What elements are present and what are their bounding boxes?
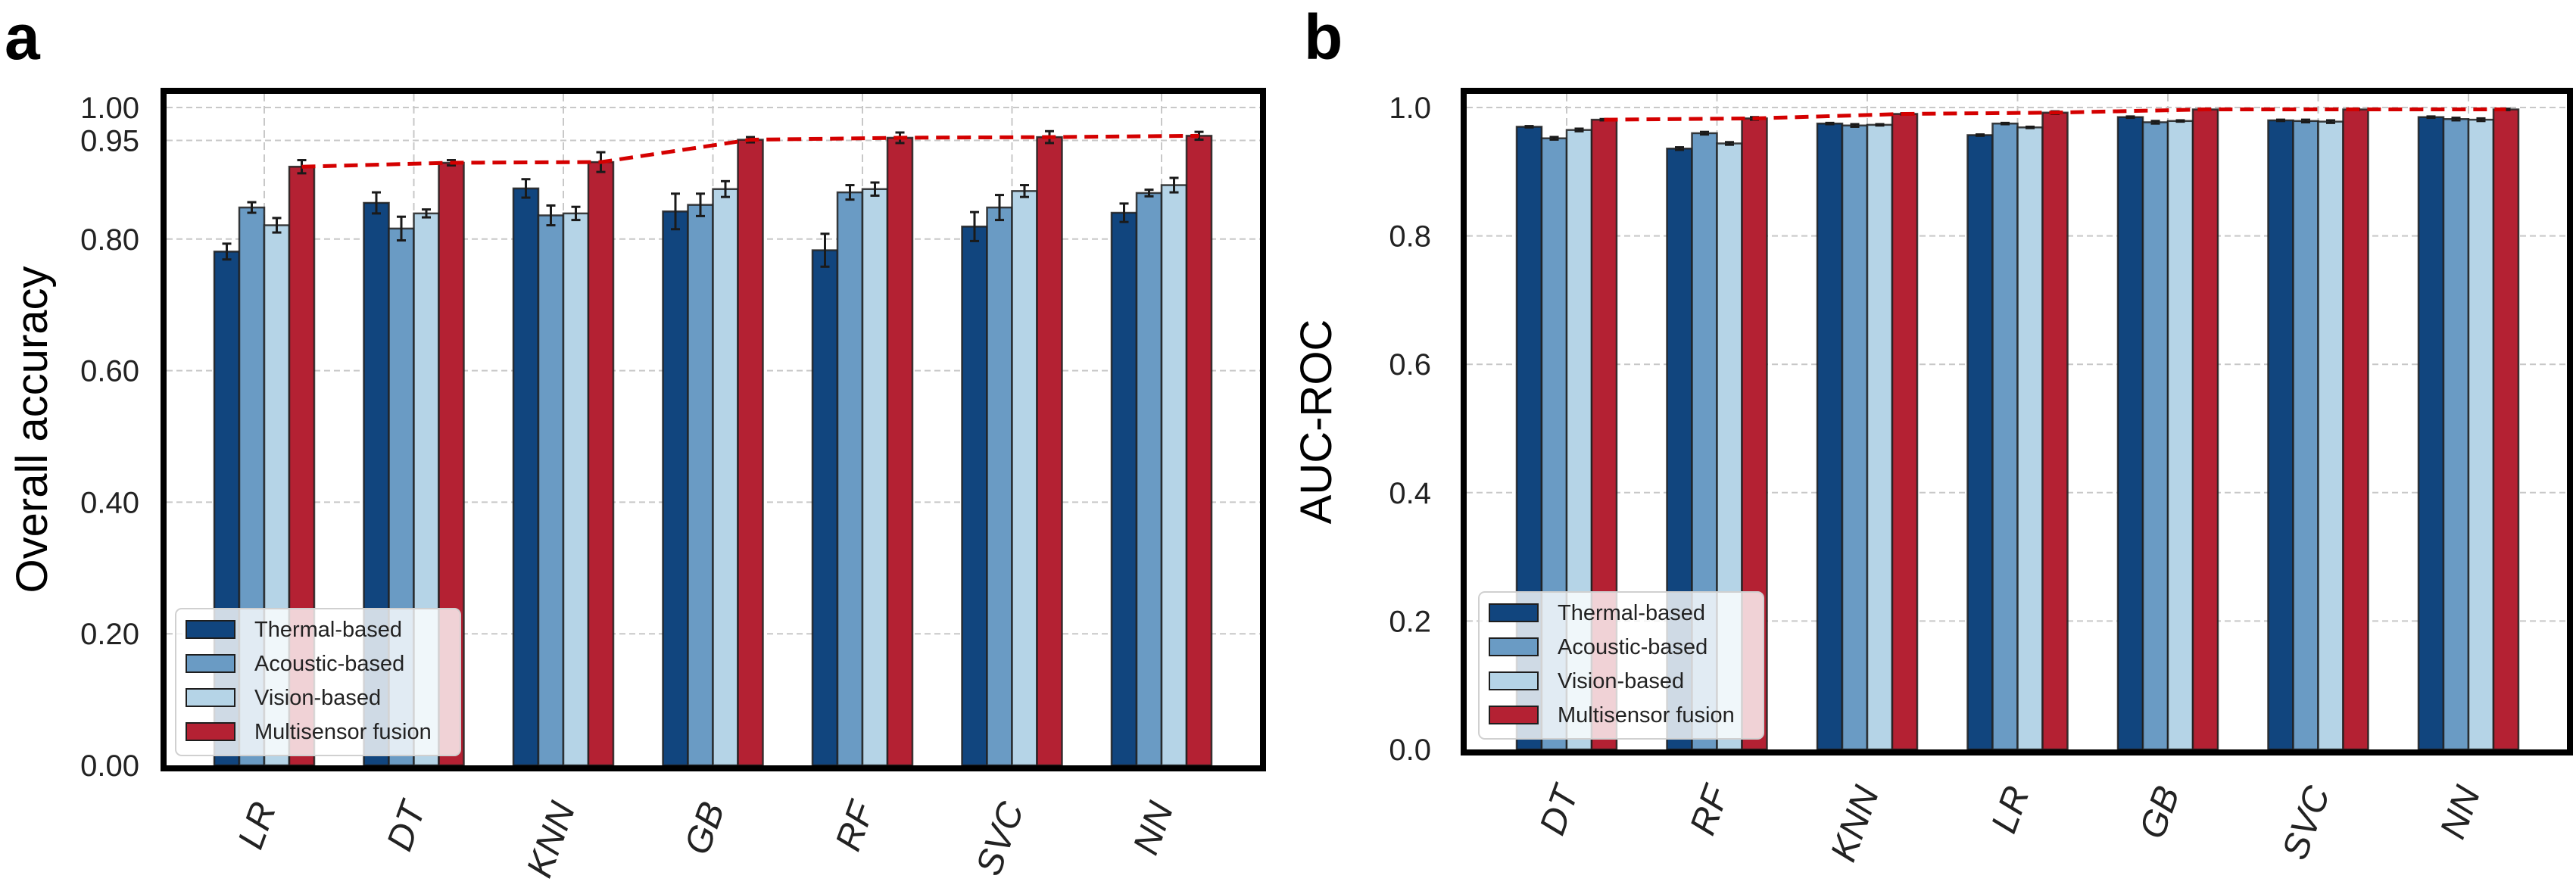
legend-swatch [186, 722, 235, 741]
x-tick-label: SVC [2275, 780, 2338, 865]
y-tick-label: 0.2 [1389, 605, 1431, 638]
bar-multisensor-fusion-gb [2191, 108, 2219, 751]
panel-b: b 0.0 0.2 0.4 0.6 0.8 1.0 Thermal-based Acoustic… [1292, 2, 2573, 867]
x-tick-label: LR [231, 797, 285, 855]
x-tick-label: KNN [1823, 780, 1888, 867]
legend-label: Multisensor fusion [1558, 703, 1735, 727]
panel-letter: a [5, 2, 41, 73]
x-tick-label: GB [2132, 781, 2188, 844]
legend-label: Acoustic-based [1558, 635, 1707, 659]
legend-swatch [1489, 637, 1539, 656]
legend-box [1478, 591, 1764, 740]
legend-label: Vision-based [254, 686, 381, 710]
y-tick-label: 0.95 [80, 124, 139, 157]
x-tick-label: SVC [968, 796, 1032, 880]
bar-multisensor-fusion-lr [2041, 111, 2069, 751]
bar-multisensor-fusion-svc [2342, 108, 2369, 751]
y-axis-title: Overall accuracy [8, 266, 57, 593]
y-tick-label: 0.8 [1389, 220, 1431, 254]
bar-acoustic-based-nn [2442, 118, 2470, 751]
bar-multisensor-fusion-knn [587, 160, 615, 767]
axes-frame [161, 88, 1266, 771]
bar-thermal-based-svc [2267, 119, 2294, 751]
y-tick-label: 0.0 [1389, 734, 1431, 767]
bar-thermal-based-nn [2417, 116, 2445, 751]
legend-swatch [186, 654, 235, 673]
bar-thermal-based-lr [1966, 134, 1994, 751]
fusion-trend-line [1604, 107, 2506, 122]
legend-box [175, 608, 461, 756]
bar-vision-based-nn [2467, 118, 2495, 751]
x-tick-label: GB [677, 797, 733, 860]
y-tick-label: 1.0 [1389, 92, 1431, 125]
y-tick-label: 0.6 [1389, 348, 1431, 382]
bar-multisensor-fusion-rf [886, 136, 914, 767]
bar-acoustic-based-svc [986, 206, 1013, 767]
legend-label: Vision-based [1558, 669, 1684, 693]
bar-multisensor-fusion-gb [737, 139, 764, 767]
bar-thermal-based-rf [811, 249, 839, 767]
y-tick-label: 0.4 [1389, 477, 1431, 510]
bar-multisensor-fusion-nn [2492, 108, 2520, 751]
y-tick-label: 0.00 [80, 749, 139, 783]
bar-vision-based-lr [2016, 126, 2044, 751]
bar-vision-based-gb [712, 188, 739, 767]
y-tick-label: 0.80 [80, 223, 139, 257]
x-tick-label: LR [1984, 781, 2038, 839]
y-tick-label: 1.00 [80, 92, 139, 125]
legend-label: Multisensor fusion [254, 720, 432, 744]
bar-vision-based-knn [562, 212, 590, 767]
x-tick-label: DT [1533, 778, 1588, 840]
bar-vision-based-rf [861, 188, 889, 767]
x-tick-label: DT [379, 794, 435, 856]
x-tick-label: RF [828, 795, 884, 856]
x-tick-label: NN [1126, 796, 1182, 860]
bar-vision-based-nn [1160, 184, 1188, 767]
y-axis-title: AUC-ROC [1292, 319, 1341, 525]
panel-a: a 0.00 0.20 0.40 0.60 0.80 0.951.00 Thermal-bas… [5, 2, 1266, 883]
legend-label: Acoustic-based [254, 652, 404, 676]
bar-thermal-based-svc [961, 226, 988, 767]
x-tick-label: RF [1683, 779, 1738, 840]
y-tick-label: 0.60 [80, 355, 139, 388]
bar-thermal-based-gb [2116, 116, 2144, 751]
bar-acoustic-based-nn [1135, 192, 1163, 767]
bar-vision-based-knn [1866, 123, 1894, 751]
panel-letter: b [1304, 2, 1343, 73]
bar-vision-based-gb [2166, 120, 2194, 751]
bar-acoustic-based-knn [537, 214, 565, 767]
bar-multisensor-fusion-nn [1185, 135, 1213, 767]
legend-swatch [1489, 706, 1539, 724]
legend-swatch [1489, 671, 1539, 690]
bar-acoustic-based-knn [1841, 124, 1869, 751]
bar-vision-based-svc [1011, 190, 1038, 767]
legend-label: Thermal-based [254, 618, 402, 642]
bar-acoustic-based-lr [1991, 122, 2019, 751]
legend-swatch [186, 688, 235, 707]
bar-thermal-based-knn [1816, 122, 1844, 751]
x-tick-label: KNN [519, 796, 584, 883]
bar-thermal-based-knn [512, 187, 540, 767]
bar-acoustic-based-gb [2141, 121, 2169, 751]
bar-acoustic-based-svc [2292, 120, 2319, 751]
bar-acoustic-based-rf [836, 191, 864, 767]
legend-swatch [186, 620, 235, 639]
y-tick-label: 0.40 [80, 486, 139, 519]
bar-acoustic-based-gb [687, 204, 714, 767]
legend-swatch [1489, 603, 1539, 622]
bar-thermal-based-gb [662, 210, 689, 767]
bar-vision-based-svc [2317, 120, 2344, 751]
x-tick-label: NN [2433, 780, 2489, 844]
fusion-trend-line [301, 133, 1199, 169]
legend-label: Thermal-based [1558, 601, 1705, 625]
bar-multisensor-fusion-knn [1891, 113, 1919, 751]
y-tick-label: 0.20 [80, 618, 139, 651]
bar-thermal-based-nn [1110, 211, 1138, 767]
bar-multisensor-fusion-svc [1036, 136, 1063, 767]
axes-frame [1461, 88, 2573, 755]
